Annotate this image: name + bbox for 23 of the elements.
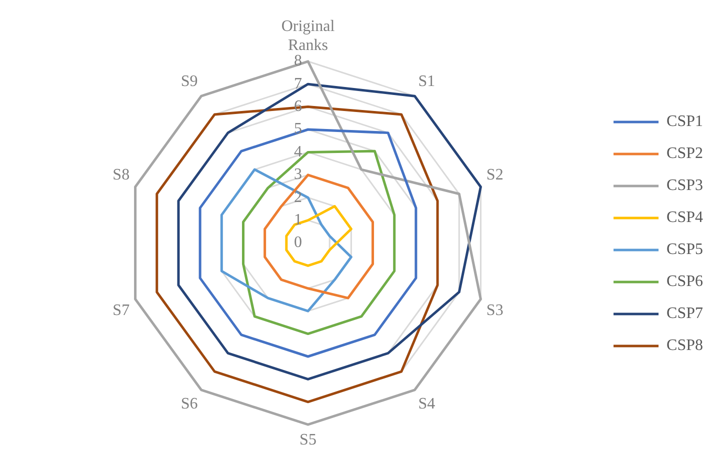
spoke-label: S7 — [112, 302, 130, 319]
y-tick-label: 0 — [294, 234, 302, 252]
spoke-label: S5 — [300, 431, 316, 448]
legend-label: CSP4 — [666, 209, 703, 226]
spoke-label: S1 — [418, 72, 436, 90]
legend-label: CSP8 — [666, 337, 703, 354]
spoke-label: S2 — [486, 166, 504, 184]
legend-label: CSP3 — [666, 177, 703, 194]
legend-label: CSP1 — [666, 113, 703, 130]
legend-label: CSP2 — [666, 145, 703, 162]
legend-label: CSP6 — [666, 273, 703, 290]
spoke-label: S3 — [486, 302, 504, 319]
spoke-label: S8 — [112, 166, 130, 184]
spoke-label: Original Ranks — [281, 18, 336, 54]
spoke-label: S4 — [418, 396, 436, 413]
y-tick-label: 4 — [294, 143, 302, 160]
y-tick-label: 3 — [294, 166, 302, 184]
legend-label: CSP7 — [666, 305, 703, 322]
y-tick-label: 7 — [294, 75, 302, 92]
spoke-label: S6 — [180, 396, 198, 413]
legend-label: CSP5 — [666, 241, 703, 258]
y-tick-label: 2 — [294, 188, 302, 206]
spoke-label: S9 — [180, 72, 198, 90]
